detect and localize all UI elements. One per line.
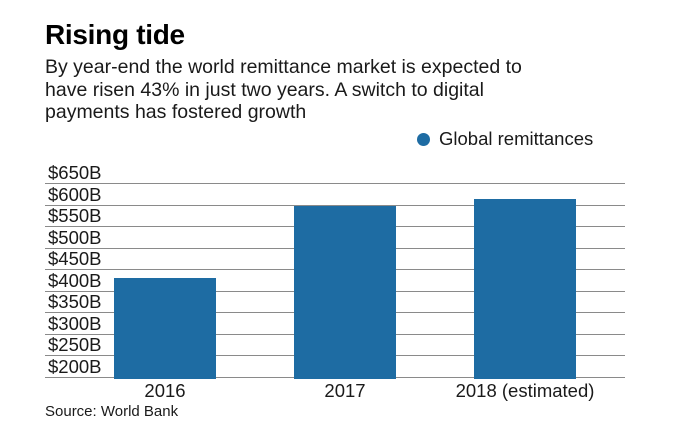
bar-2018 <box>474 198 576 379</box>
y-tick-label: $200B <box>48 356 102 377</box>
gridline <box>45 204 625 206</box>
subtitle-line: By year-end the world remittance market … <box>45 56 522 78</box>
y-tick-label: $300B <box>48 312 102 334</box>
y-tick-label: $400B <box>48 269 102 291</box>
legend-dot-icon <box>417 132 430 146</box>
y-tick-label: $600B <box>48 183 102 205</box>
source-note: Source: World Bank <box>45 403 179 420</box>
y-tick-label: $350B <box>48 291 102 313</box>
x-tick-label: 2017 <box>324 380 366 401</box>
legend-label: Global remittances <box>439 128 594 149</box>
bar-2017 <box>294 206 396 379</box>
subtitle-line: payments has fostered growth <box>45 101 307 123</box>
y-tick-label: $500B <box>48 226 102 248</box>
legend: Global remittances <box>417 128 594 149</box>
y-tick-label: $250B <box>48 334 102 356</box>
x-tick-label: 2018 (estimated) <box>455 380 595 401</box>
gridline <box>45 183 625 184</box>
x-tick-label: 2016 <box>144 380 186 401</box>
y-tick-label: $450B <box>48 248 102 270</box>
y-tick-label: $550B <box>48 205 102 227</box>
chart-title: Rising tide <box>45 19 185 50</box>
chart-subtitle: By year-end the world remittance market … <box>45 56 522 124</box>
subtitle-line: have risen 43% in just two years. A swit… <box>45 78 484 101</box>
bar-2016 <box>114 278 216 379</box>
y-tick-label: $650B <box>48 162 102 183</box>
